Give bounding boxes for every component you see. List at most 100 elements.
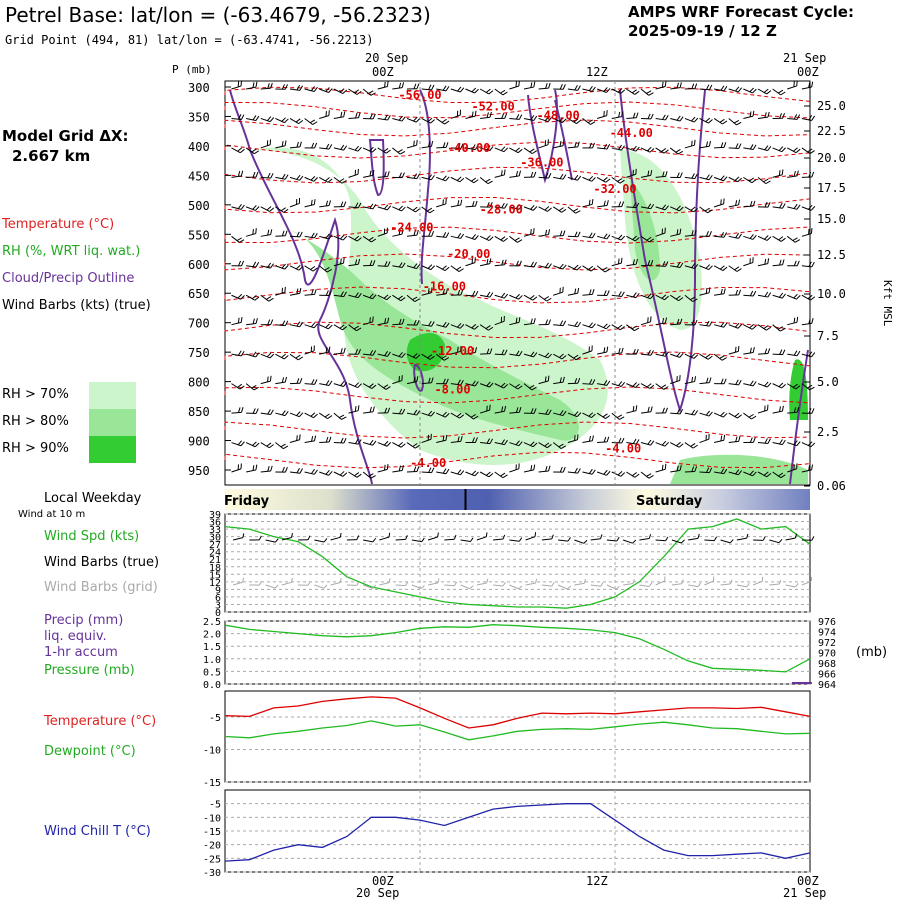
wind-barb: [509, 260, 522, 267]
wind-barb: [670, 408, 684, 415]
panel-tick-label: 2.0: [203, 630, 221, 641]
wind-barb-flag: [340, 348, 343, 354]
forecast-title: AMPS WRF Forecast Cycle:: [628, 3, 854, 21]
grid-wind-barb: [752, 576, 764, 586]
grid-wind-barb-flag: [307, 581, 311, 586]
wind-barb-flag: [398, 205, 403, 211]
wind-barb: [611, 291, 625, 298]
wind-barb: [377, 227, 388, 237]
wind-barb-flag: [562, 264, 567, 270]
wind-barb-flag: [284, 286, 286, 293]
wind-barb: [538, 262, 552, 269]
wind-barb-staff: [552, 206, 562, 213]
surface-wind-barb-staff: [639, 538, 650, 541]
wind-barb: [582, 379, 596, 385]
wind-barb-flag: [296, 321, 301, 327]
surface-wind-barb: [688, 533, 700, 541]
wind-barb-flag: [270, 409, 274, 415]
wind-barb: [596, 469, 611, 476]
grid-wind-barb-flag: [405, 581, 409, 586]
wind-barb: [757, 235, 772, 241]
grid-wind-barb: [232, 577, 244, 586]
wind-barb-staff: [743, 471, 753, 477]
wind-barb-flag: [325, 347, 328, 353]
panel-tick-label: 6: [215, 593, 221, 604]
wind-barb-flag: [340, 258, 342, 265]
wind-barb-flag: [471, 87, 477, 93]
grid-wind-barb-flag: [566, 585, 572, 590]
wind-barb-flag: [544, 206, 550, 211]
wind-barb-flag: [296, 174, 301, 180]
wind-barb: [494, 405, 507, 414]
wind-barb-flag: [384, 204, 389, 210]
wind-barb-flag: [268, 444, 274, 449]
wind-barb: [553, 353, 567, 360]
wind-barb: [465, 144, 479, 151]
wind-barb-flag: [311, 379, 315, 385]
wind-barb-flag: [515, 407, 519, 413]
wind-barb-flag: [267, 262, 272, 268]
wind-barb: [757, 176, 771, 185]
cloud-outline-1: [229, 89, 373, 485]
kft-tick-label: 0.06: [817, 479, 846, 493]
wind-barb-flag: [324, 267, 330, 271]
wind-barb-flag: [515, 350, 520, 356]
wind-barb-staff: [655, 175, 666, 178]
wind-barb-flag: [749, 144, 754, 150]
wind-barb-staff: [260, 265, 271, 269]
wind-barb: [684, 83, 698, 90]
wind-barb-flag: [544, 442, 550, 447]
wind-barb-flag: [515, 170, 519, 177]
wind-barb-flag: [503, 293, 509, 299]
wind-barb-flag: [427, 410, 433, 416]
wind-barb-flag: [339, 324, 345, 329]
wind10m-label: Wind at 10 m: [18, 509, 86, 520]
wind-barb: [465, 257, 476, 267]
wind-barb-flag: [385, 386, 391, 390]
wind-barb-flag: [807, 148, 813, 153]
wind-barb-flag: [239, 239, 245, 243]
wind-barb-flag: [767, 258, 770, 264]
wind-barb-staff: [246, 86, 257, 90]
wind-barb-staff: [260, 206, 270, 212]
wind-barb-staff: [245, 147, 255, 155]
wind-barb-flag: [588, 435, 591, 442]
wind-barb: [377, 463, 389, 473]
wind-barb-flag: [679, 465, 682, 471]
wind-barb: [567, 206, 581, 214]
wind-barb-flag: [354, 406, 357, 412]
wind-speed-line: [224, 518, 811, 609]
wind-barb-flag: [619, 416, 625, 420]
wind-barb: [363, 113, 376, 120]
wind-barb-staff: [670, 233, 681, 237]
wind-barb-flag: [723, 86, 728, 92]
wind-barb-staff: [684, 294, 693, 302]
kft-axis: 25.022.520.017.515.012.510.07.55.02.50.0…: [804, 99, 846, 493]
wind-barb-flag: [401, 408, 406, 415]
wind-barb-flag: [240, 407, 244, 413]
wind-barb-staff: [450, 350, 461, 355]
wind-barb-flag: [574, 231, 578, 237]
wind-barb-flag: [255, 318, 258, 324]
grid-wind-barb-staff: [281, 581, 292, 586]
wind-barb-flag: [240, 170, 244, 177]
wind-barb-flag: [400, 443, 406, 448]
wind-barb-staff: [670, 117, 681, 122]
wind-barb-flag: [533, 115, 538, 121]
wind-barb-staff: [801, 232, 812, 237]
wind-barb-flag: [503, 384, 509, 389]
wind-barb-staff: [406, 117, 417, 123]
wind-barb-flag: [430, 433, 432, 440]
wind-barb-flag: [354, 472, 360, 477]
wind-barb: [567, 264, 582, 271]
wind-barb-staff: [260, 470, 271, 473]
p-tick-label: 700: [188, 317, 210, 331]
wind-barb-flag: [723, 378, 727, 384]
wind-barb-flag: [546, 297, 552, 302]
wind-barb-flag: [646, 473, 652, 477]
wind-barb-staff: [465, 324, 475, 330]
wind-barb-flag: [707, 209, 713, 214]
panel-tick-label: 12: [209, 578, 221, 589]
wind-barb: [713, 265, 728, 272]
wind-barb-flag: [764, 348, 768, 354]
